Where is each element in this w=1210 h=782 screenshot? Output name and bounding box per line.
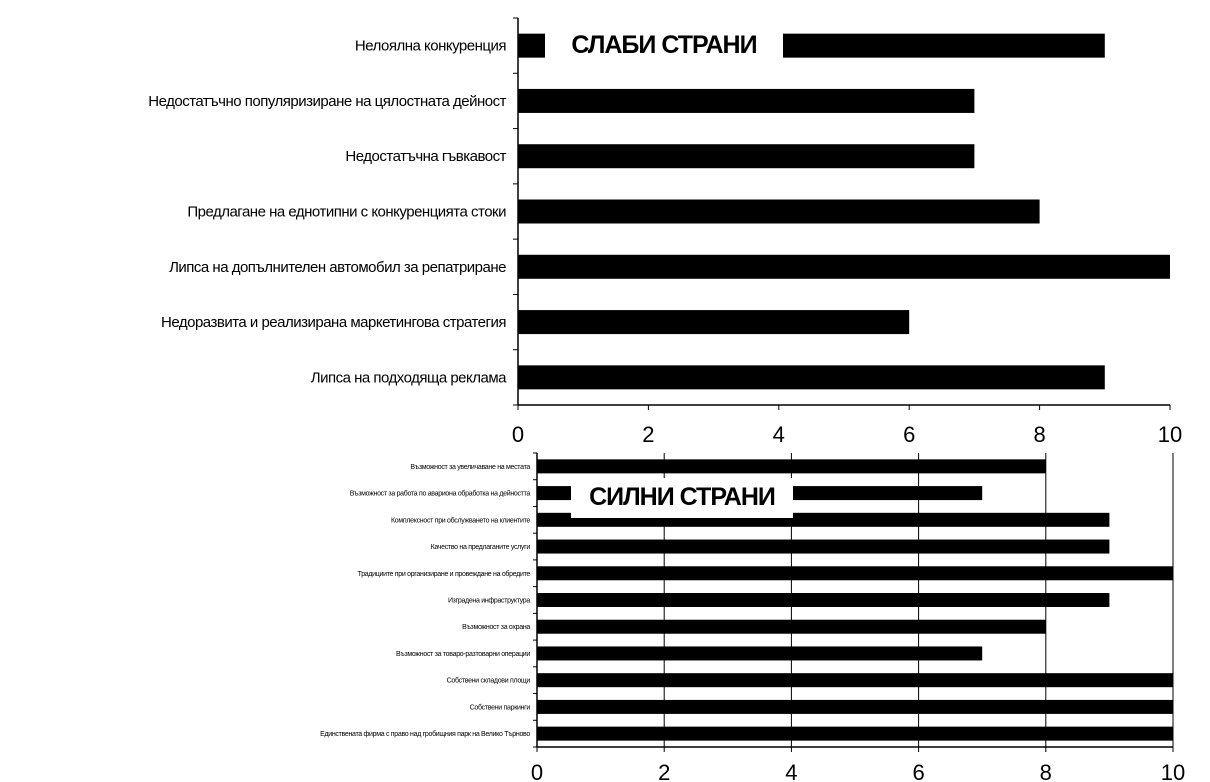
bar <box>537 619 1046 634</box>
category-label: Собствени паркинги <box>470 703 531 711</box>
bar <box>537 673 1173 688</box>
category-label: Недостатъчна гъвкавост <box>345 148 506 165</box>
category-label: Недостатъчно популяризиране на цялостнат… <box>148 93 506 110</box>
chart-title: СЛАБИ СТРАНИ <box>571 31 756 59</box>
x-tick-label: 4 <box>785 760 797 782</box>
x-tick-label: 2 <box>642 422 654 447</box>
category-label: Предлагане на еднотипни с конкуренцията … <box>187 204 506 221</box>
bar <box>537 539 1110 554</box>
category-label: Липса на подходяща реклама <box>311 369 507 386</box>
chart-title: СИЛНИ СТРАНИ <box>589 483 775 511</box>
bar <box>537 646 983 661</box>
bar <box>537 566 1173 581</box>
chart-title-box <box>571 478 793 518</box>
x-tick-label: 0 <box>531 760 543 782</box>
bar <box>537 726 1173 741</box>
x-tick-label: 10 <box>1158 422 1182 447</box>
category-label: Собствени складови площи <box>447 677 531 685</box>
x-tick-label: 8 <box>1033 422 1045 447</box>
bar <box>518 144 975 169</box>
bar <box>518 365 1105 390</box>
x-tick-label: 2 <box>658 760 670 782</box>
bar <box>537 459 1046 474</box>
category-label: Комплексност при обслужването на клиенти… <box>391 516 530 524</box>
category-label: Възможност за охрана <box>462 624 530 631</box>
x-tick-label: 6 <box>903 422 915 447</box>
strengths-chart: Възможност за увеличаване на местата Възм… <box>320 452 1185 782</box>
bar <box>518 254 1170 279</box>
category-label: Възможност за товаро-разтоварни операции <box>396 651 530 658</box>
category-label: Единствената фирма с право над гробищния… <box>320 730 530 738</box>
category-label: Възможност за работа по авариона обработ… <box>350 490 531 498</box>
weaknesses-chart: Нелоялна конкуренция Недостатъчно популяр… <box>148 17 1182 447</box>
x-tick-label: 8 <box>1040 760 1052 782</box>
category-label: Възможност за увеличаване на местата <box>410 464 530 471</box>
x-tick-label: 4 <box>773 422 785 447</box>
category-label: Липса на допълнителен автомобил за репат… <box>169 259 506 276</box>
category-label: Нелоялна конкуренция <box>355 38 506 55</box>
bar <box>518 310 910 335</box>
category-label: Традициите при организиране и провеждане… <box>358 570 531 578</box>
x-tick-label: 10 <box>1161 760 1185 782</box>
x-tick-label: 0 <box>512 422 524 447</box>
bar <box>518 199 1040 224</box>
bar <box>537 699 1173 714</box>
category-label: Качество на предлаганите услуги <box>431 544 531 551</box>
chart-title-box <box>545 28 783 60</box>
category-label: Недоразвита и реализирана маркетингова с… <box>161 314 506 331</box>
bar <box>537 593 1110 607</box>
bar <box>518 88 975 113</box>
category-label: Изградена инфраструктура <box>448 598 530 605</box>
x-tick-label: 6 <box>912 760 924 782</box>
